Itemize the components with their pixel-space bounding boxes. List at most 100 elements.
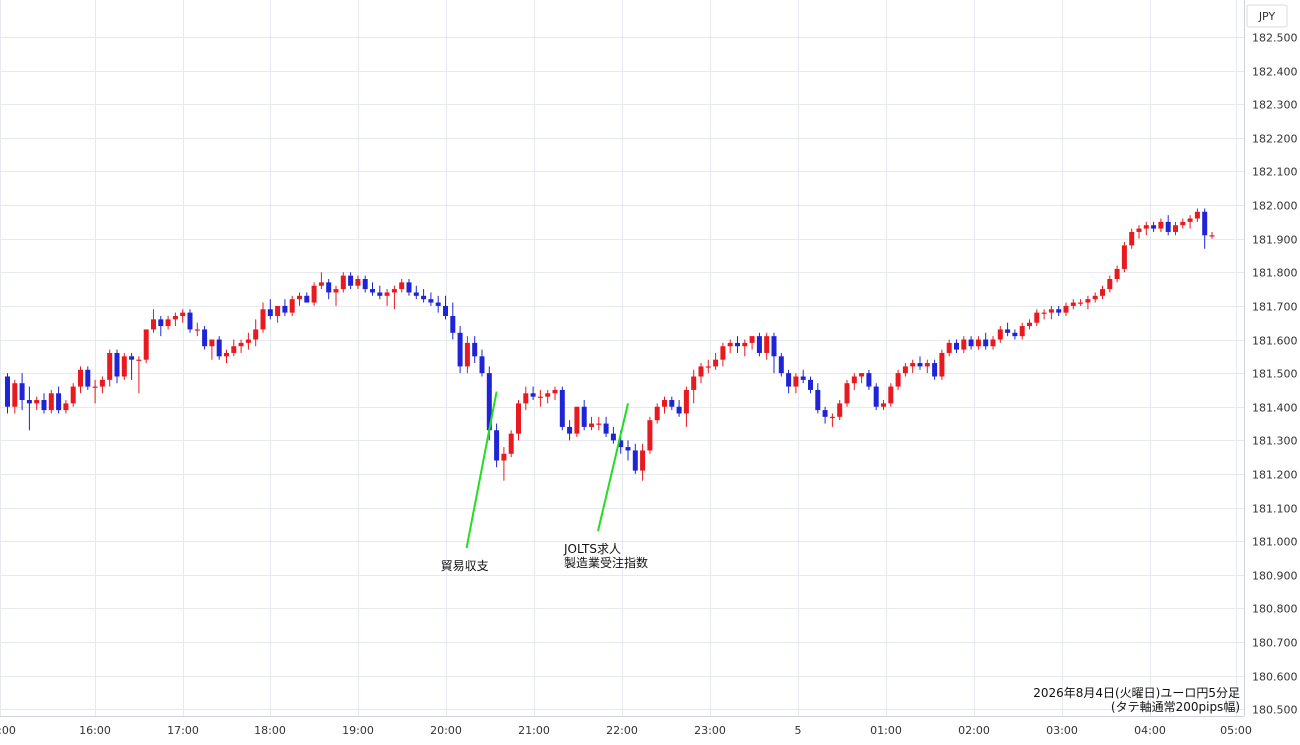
- y-tick-label: 180.700: [1252, 637, 1298, 650]
- candle: [34, 396, 40, 411]
- candle-body: [786, 373, 792, 387]
- candle-body: [516, 403, 521, 434]
- candle: [559, 386, 565, 431]
- candle: [691, 369, 697, 404]
- candle-body: [683, 389, 689, 414]
- candle: [151, 309, 156, 333]
- candle: [1085, 295, 1091, 310]
- candle-body: [705, 366, 711, 368]
- candle: [720, 342, 726, 367]
- candle: [297, 292, 302, 306]
- candle: [129, 352, 135, 380]
- candle-body: [530, 393, 536, 397]
- candle-body: [143, 329, 149, 360]
- candle-body: [545, 393, 551, 397]
- candle-body: [5, 376, 10, 407]
- candle-body: [625, 447, 631, 451]
- candle: [1100, 285, 1105, 300]
- candle: [158, 315, 164, 337]
- candle: [778, 352, 784, 377]
- candle-body: [961, 339, 967, 350]
- candle-body: [311, 285, 317, 303]
- candle-body: [910, 363, 916, 367]
- candle-body: [78, 369, 83, 387]
- chart-caption-line2: (タテ軸通常200pips幅): [1111, 699, 1240, 714]
- candle: [12, 379, 18, 414]
- candle: [41, 393, 47, 414]
- candle-body: [662, 400, 667, 407]
- candle: [640, 443, 646, 481]
- candle: [85, 366, 91, 390]
- candle: [1121, 242, 1127, 273]
- candle-body: [1180, 221, 1186, 226]
- candle: [756, 332, 762, 357]
- candle: [961, 336, 967, 353]
- annotation-line: [465, 391, 498, 549]
- candle: [304, 292, 310, 303]
- candle-body: [238, 342, 244, 347]
- candle-body: [902, 366, 908, 374]
- candle: [1019, 322, 1025, 340]
- candle-body: [589, 423, 594, 427]
- candle-body: [267, 309, 273, 316]
- x-tick-label: 16:00: [79, 724, 111, 737]
- candle: [552, 386, 558, 401]
- candle: [881, 400, 886, 411]
- candle-body: [1121, 245, 1127, 269]
- candle-body: [851, 376, 857, 384]
- candle-body: [1078, 302, 1084, 304]
- y-tick-label: 182.100: [1252, 166, 1298, 179]
- candle: [114, 349, 120, 384]
- candle: [1151, 221, 1157, 232]
- x-tick-label: 22:00: [606, 724, 638, 737]
- candle: [610, 426, 616, 444]
- y-tick-label: 182.500: [1252, 32, 1298, 45]
- candle: [910, 359, 916, 374]
- candle-body: [676, 406, 682, 414]
- candle-body: [1092, 295, 1098, 300]
- candle-body: [647, 420, 653, 451]
- candle: [581, 400, 587, 431]
- candle-body: [413, 292, 419, 296]
- y-tick-label: 180.900: [1252, 570, 1298, 583]
- candle: [1194, 208, 1200, 222]
- candle-body: [1187, 218, 1193, 222]
- candle-body: [691, 376, 697, 390]
- candle-body: [464, 342, 470, 367]
- candle: [267, 299, 273, 320]
- candle-body: [421, 295, 427, 300]
- candle-body: [954, 342, 959, 350]
- candle-body: [180, 312, 186, 316]
- x-tick-label: 5: [795, 724, 802, 737]
- candle: [121, 352, 127, 380]
- y-tick-label: 181.900: [1252, 234, 1298, 247]
- candle: [567, 420, 573, 441]
- candle: [231, 339, 237, 357]
- candle-body: [1019, 326, 1025, 337]
- candle-body: [1202, 211, 1208, 236]
- candle-body: [1129, 231, 1135, 246]
- candle-body: [194, 329, 200, 331]
- candle-body: [537, 396, 543, 398]
- candle-body: [888, 386, 894, 404]
- candle-body: [1136, 228, 1142, 232]
- y-tick-label: 180.800: [1252, 603, 1298, 616]
- candle-body: [158, 319, 164, 327]
- candle-body: [574, 406, 580, 434]
- candle-body: [1070, 302, 1076, 306]
- candle: [1202, 208, 1208, 249]
- candle-body: [1005, 329, 1011, 333]
- candle-body: [873, 386, 879, 407]
- candle-body: [975, 339, 981, 347]
- y-tick-label: 182.200: [1252, 133, 1298, 146]
- candle-body: [895, 373, 901, 387]
- candle: [1114, 265, 1120, 283]
- candle-body: [1085, 299, 1091, 303]
- y-tick-label: 181.000: [1252, 536, 1298, 549]
- candle: [384, 289, 390, 306]
- candle: [786, 369, 792, 394]
- candle: [683, 386, 689, 427]
- candle-body: [567, 426, 573, 434]
- candle: [1143, 221, 1149, 236]
- candle-body: [151, 319, 156, 330]
